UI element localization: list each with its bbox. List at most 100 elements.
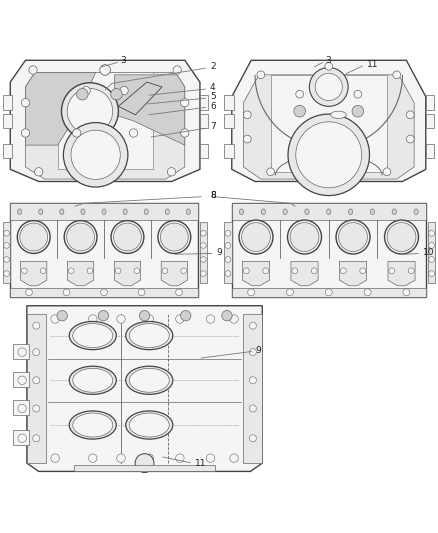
Circle shape <box>403 289 410 296</box>
Circle shape <box>354 90 362 98</box>
Polygon shape <box>115 75 185 145</box>
Circle shape <box>21 99 30 107</box>
Circle shape <box>242 223 270 252</box>
Circle shape <box>311 268 317 273</box>
Circle shape <box>225 271 231 277</box>
Circle shape <box>160 223 188 251</box>
Polygon shape <box>271 75 387 172</box>
Circle shape <box>230 315 238 323</box>
Bar <box>3 95 12 110</box>
Bar <box>10 203 198 220</box>
Polygon shape <box>25 72 185 179</box>
Circle shape <box>408 268 414 273</box>
Circle shape <box>389 268 395 273</box>
Bar <box>200 114 208 128</box>
Circle shape <box>239 220 273 254</box>
Text: 3: 3 <box>120 56 126 65</box>
Circle shape <box>138 289 145 296</box>
Circle shape <box>100 64 110 75</box>
Circle shape <box>249 405 256 412</box>
Bar <box>13 344 29 359</box>
Circle shape <box>429 230 434 236</box>
Bar <box>426 114 434 128</box>
Circle shape <box>393 71 400 79</box>
Text: 5: 5 <box>210 92 215 101</box>
Polygon shape <box>21 261 47 286</box>
Circle shape <box>385 220 418 254</box>
Circle shape <box>181 268 187 273</box>
Circle shape <box>18 348 26 357</box>
Polygon shape <box>232 203 426 297</box>
Circle shape <box>33 322 40 329</box>
Bar <box>200 144 208 158</box>
Text: 7: 7 <box>210 123 215 132</box>
Circle shape <box>201 243 206 248</box>
Circle shape <box>145 315 153 323</box>
Polygon shape <box>10 203 198 297</box>
Ellipse shape <box>39 209 43 214</box>
Circle shape <box>292 268 298 273</box>
Bar <box>200 222 207 283</box>
Circle shape <box>296 122 362 188</box>
Circle shape <box>325 289 332 296</box>
Bar <box>13 400 29 415</box>
Bar <box>27 314 46 463</box>
Ellipse shape <box>81 209 85 214</box>
Bar <box>426 95 434 110</box>
Polygon shape <box>232 60 426 181</box>
Ellipse shape <box>69 411 117 439</box>
Circle shape <box>429 271 434 277</box>
Circle shape <box>67 88 113 134</box>
Ellipse shape <box>126 411 173 439</box>
Text: 4: 4 <box>210 83 215 92</box>
Circle shape <box>117 315 125 323</box>
Bar <box>224 114 234 128</box>
Ellipse shape <box>129 368 169 392</box>
Ellipse shape <box>126 366 173 394</box>
Circle shape <box>206 454 215 463</box>
Text: 8: 8 <box>210 191 215 200</box>
Circle shape <box>294 106 305 117</box>
Circle shape <box>249 349 256 356</box>
Polygon shape <box>27 306 262 471</box>
Bar <box>74 465 215 471</box>
Circle shape <box>222 311 232 321</box>
Circle shape <box>35 167 43 176</box>
Circle shape <box>315 74 343 101</box>
Circle shape <box>4 243 9 248</box>
Circle shape <box>288 114 370 196</box>
Circle shape <box>33 405 40 412</box>
Polygon shape <box>161 261 187 286</box>
Circle shape <box>290 223 319 252</box>
Circle shape <box>263 268 268 273</box>
Ellipse shape <box>129 324 169 348</box>
Ellipse shape <box>69 366 117 394</box>
Circle shape <box>18 221 50 253</box>
Circle shape <box>101 289 107 296</box>
Ellipse shape <box>18 209 22 214</box>
Circle shape <box>406 111 414 119</box>
Circle shape <box>429 243 434 248</box>
Ellipse shape <box>126 321 173 350</box>
Text: 2: 2 <box>210 62 215 71</box>
Circle shape <box>176 315 184 323</box>
Bar <box>224 144 234 158</box>
Bar <box>13 372 29 387</box>
Polygon shape <box>67 261 94 286</box>
Polygon shape <box>58 72 152 169</box>
Circle shape <box>176 289 182 296</box>
Circle shape <box>286 289 293 296</box>
Circle shape <box>18 404 26 413</box>
Circle shape <box>73 129 81 137</box>
Bar <box>428 222 435 283</box>
Bar <box>10 288 198 297</box>
Bar <box>3 144 12 158</box>
Circle shape <box>51 315 59 323</box>
Ellipse shape <box>69 321 117 350</box>
Circle shape <box>18 434 26 442</box>
Circle shape <box>87 268 93 273</box>
Circle shape <box>176 454 184 463</box>
Circle shape <box>257 71 265 79</box>
Ellipse shape <box>327 209 331 214</box>
Circle shape <box>225 230 231 236</box>
